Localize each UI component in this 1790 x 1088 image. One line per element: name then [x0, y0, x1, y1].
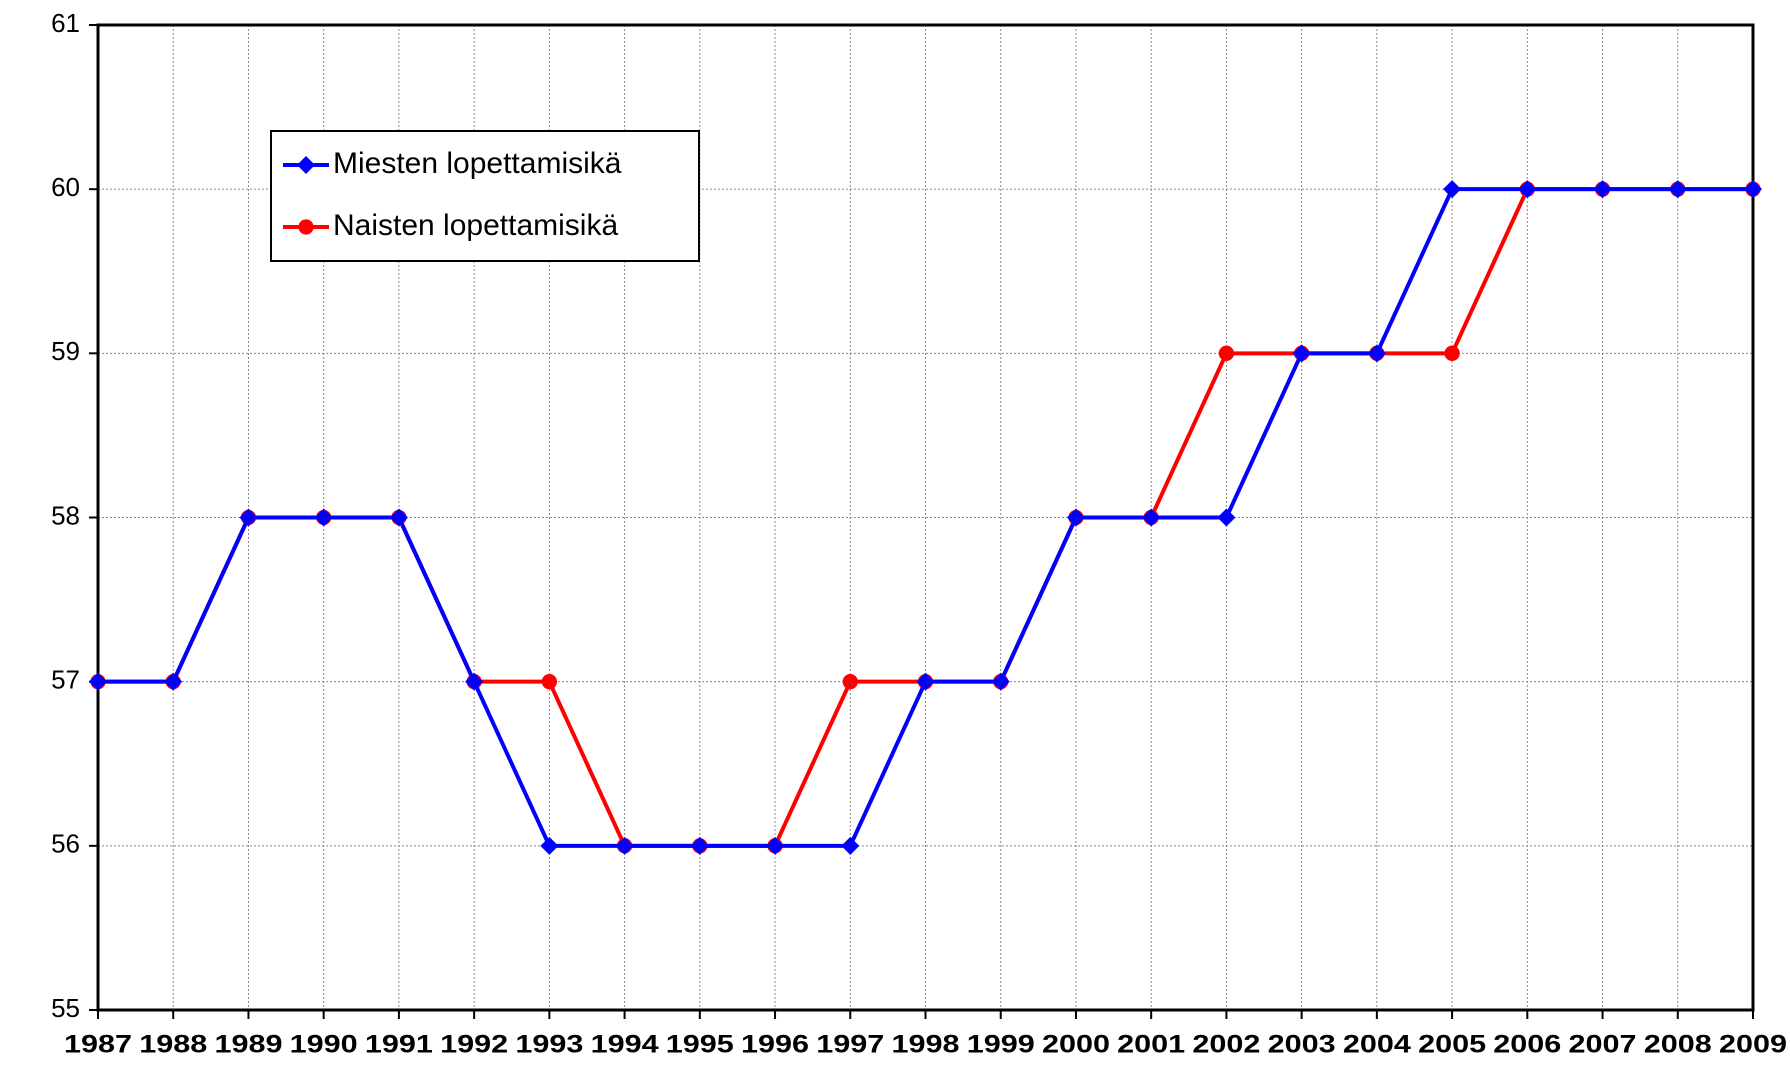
- data-point: [389, 508, 408, 527]
- data-point: [164, 672, 183, 691]
- y-tick-label: 57: [51, 665, 80, 695]
- data-point: [1066, 508, 1085, 527]
- data-point: [89, 672, 107, 691]
- x-tick-label: 2008: [1644, 1031, 1712, 1059]
- y-tick-label: 61: [51, 8, 80, 38]
- data-point: [766, 836, 785, 855]
- data-point: [540, 836, 559, 855]
- x-tick-label: 2003: [1268, 1031, 1336, 1059]
- data-point: [690, 836, 709, 855]
- data-point: [1443, 180, 1462, 199]
- data-point: [615, 836, 634, 855]
- x-tick-label: 1988: [139, 1031, 207, 1059]
- x-tick-label: 1999: [967, 1031, 1035, 1059]
- data-point: [314, 508, 333, 527]
- x-tick-label: 2000: [1042, 1031, 1110, 1059]
- x-tick-label: 1996: [741, 1031, 809, 1059]
- x-tick-label: 1990: [290, 1031, 358, 1059]
- legend-box: [270, 130, 700, 262]
- data-point: [1593, 180, 1612, 199]
- data-point: [1142, 508, 1161, 527]
- x-tick-label: 2007: [1569, 1031, 1637, 1059]
- x-tick-label: 1998: [892, 1031, 960, 1059]
- data-point: [1218, 345, 1235, 361]
- data-point: [1367, 344, 1386, 363]
- legend-label: Miesten lopettamisikä: [333, 147, 622, 180]
- y-tick-label: 55: [51, 993, 80, 1023]
- data-point: [1668, 180, 1687, 199]
- legend-label: Naisten lopettamisikä: [333, 209, 618, 242]
- x-tick-label: 1993: [515, 1031, 583, 1059]
- x-tick-label: 1987: [64, 1031, 132, 1059]
- x-tick-label: 2001: [1117, 1031, 1185, 1059]
- x-tick-label: 1995: [666, 1031, 734, 1059]
- y-tick-label: 60: [51, 172, 80, 202]
- data-point: [1292, 344, 1311, 363]
- x-tick-label: 2005: [1418, 1031, 1486, 1059]
- data-point: [1444, 345, 1460, 361]
- data-point: [1217, 508, 1236, 527]
- y-tick-label: 56: [51, 829, 80, 859]
- legend-marker: [298, 219, 314, 235]
- data-point: [991, 672, 1010, 691]
- x-tick-label: 1997: [816, 1031, 884, 1059]
- y-tick-label: 58: [51, 500, 80, 530]
- data-point: [239, 508, 258, 527]
- data-point: [916, 672, 935, 691]
- x-tick-label: 1994: [591, 1031, 659, 1059]
- plot-frame: [96, 23, 1755, 1012]
- x-tick-label: 2009: [1719, 1031, 1787, 1059]
- y-tick-label: 59: [51, 336, 80, 366]
- x-tick-label: 1991: [365, 1031, 433, 1059]
- data-point: [841, 836, 860, 855]
- data-point: [541, 674, 558, 690]
- x-tick-label: 2004: [1343, 1031, 1411, 1059]
- data-point: [842, 674, 858, 690]
- x-tick-label: 2006: [1493, 1031, 1561, 1059]
- x-tick-label: 2002: [1192, 1031, 1260, 1059]
- data-point: [1518, 180, 1537, 199]
- data-point: [1744, 180, 1762, 199]
- x-tick-label: 1992: [440, 1031, 508, 1059]
- x-tick-label: 1989: [214, 1031, 282, 1059]
- legend-marker: [297, 156, 315, 174]
- data-point: [465, 672, 484, 691]
